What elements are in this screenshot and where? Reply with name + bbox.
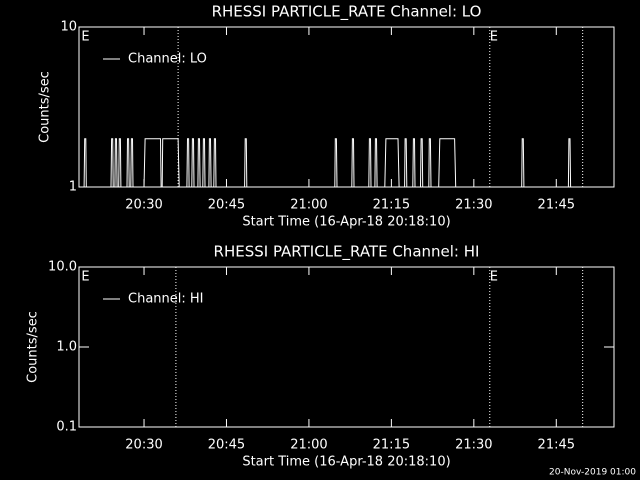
x-tick-label: 21:15 <box>373 438 410 453</box>
data-line <box>79 138 614 188</box>
annotation: E <box>490 30 498 45</box>
y-tick-label: 1 <box>69 180 77 195</box>
x-tick-label: 21:00 <box>290 438 327 453</box>
x-tick-label: 20:45 <box>208 198 245 213</box>
x-axis-label: Start Time (16-Apr-18 20:18:10) <box>242 455 450 470</box>
x-tick-label: 20:30 <box>125 198 162 213</box>
annotation: E <box>81 270 89 285</box>
y-axis-label: Counts/sec <box>38 71 53 143</box>
annotation: E <box>490 270 498 285</box>
chart-title: RHESSI PARTICLE_RATE Channel: HI <box>214 243 480 262</box>
footer: 20-Nov-2019 01:00 <box>549 468 636 478</box>
x-tick-label: 20:45 <box>208 438 245 453</box>
x-tick-label: 21:00 <box>290 198 327 213</box>
annotation: E <box>81 30 89 45</box>
y-tick-label: 0.1 <box>56 420 77 435</box>
x-tick-label: 21:15 <box>373 198 410 213</box>
y-tick-label: 10 <box>60 20 77 35</box>
y-axis-label: Counts/sec <box>26 311 41 383</box>
y-tick-label: 1.0 <box>56 340 77 355</box>
chart-title: RHESSI PARTICLE_RATE Channel: LO <box>212 3 482 22</box>
x-tick-label: 20:30 <box>125 438 162 453</box>
x-tick-label: 21:45 <box>538 438 575 453</box>
x-axis-label: Start Time (16-Apr-18 20:18:10) <box>242 215 450 230</box>
y-tick-label: 10.0 <box>48 260 77 275</box>
legend-label: Channel: LO <box>128 52 207 67</box>
x-tick-label: 21:30 <box>455 438 492 453</box>
legend-label: Channel: HI <box>128 292 204 307</box>
x-tick-label: 21:30 <box>455 198 492 213</box>
x-tick-label: 21:45 <box>538 198 575 213</box>
